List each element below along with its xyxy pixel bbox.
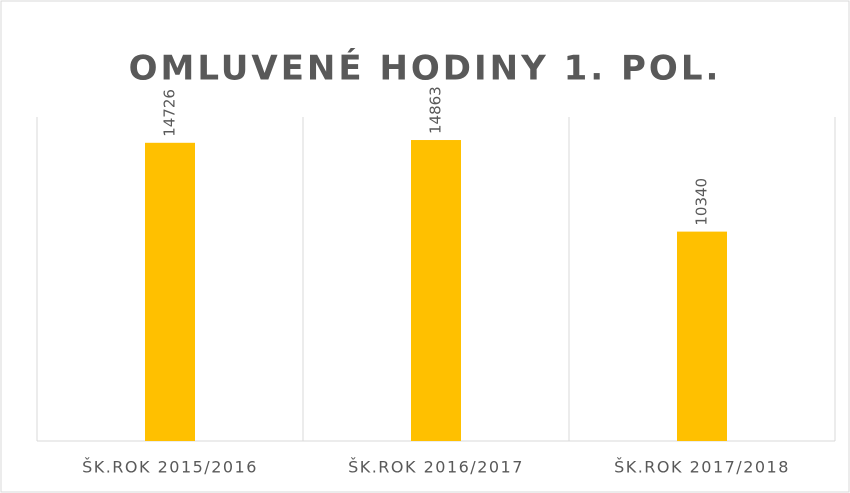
bar bbox=[677, 231, 727, 441]
bar bbox=[145, 142, 195, 441]
value-label: 10340 bbox=[693, 178, 711, 226]
value-label: 14863 bbox=[427, 86, 445, 134]
x-tick-label: ŠK.ROK 2015/2016 bbox=[82, 458, 258, 477]
chart-title: OMLUVENÉ HODINY 1. POL. bbox=[129, 48, 722, 89]
bar bbox=[411, 140, 461, 442]
x-tick-label: ŠK.ROK 2016/2017 bbox=[348, 458, 524, 477]
x-tick-label: ŠK.ROK 2017/2018 bbox=[614, 458, 790, 477]
value-label: 14726 bbox=[161, 89, 179, 137]
